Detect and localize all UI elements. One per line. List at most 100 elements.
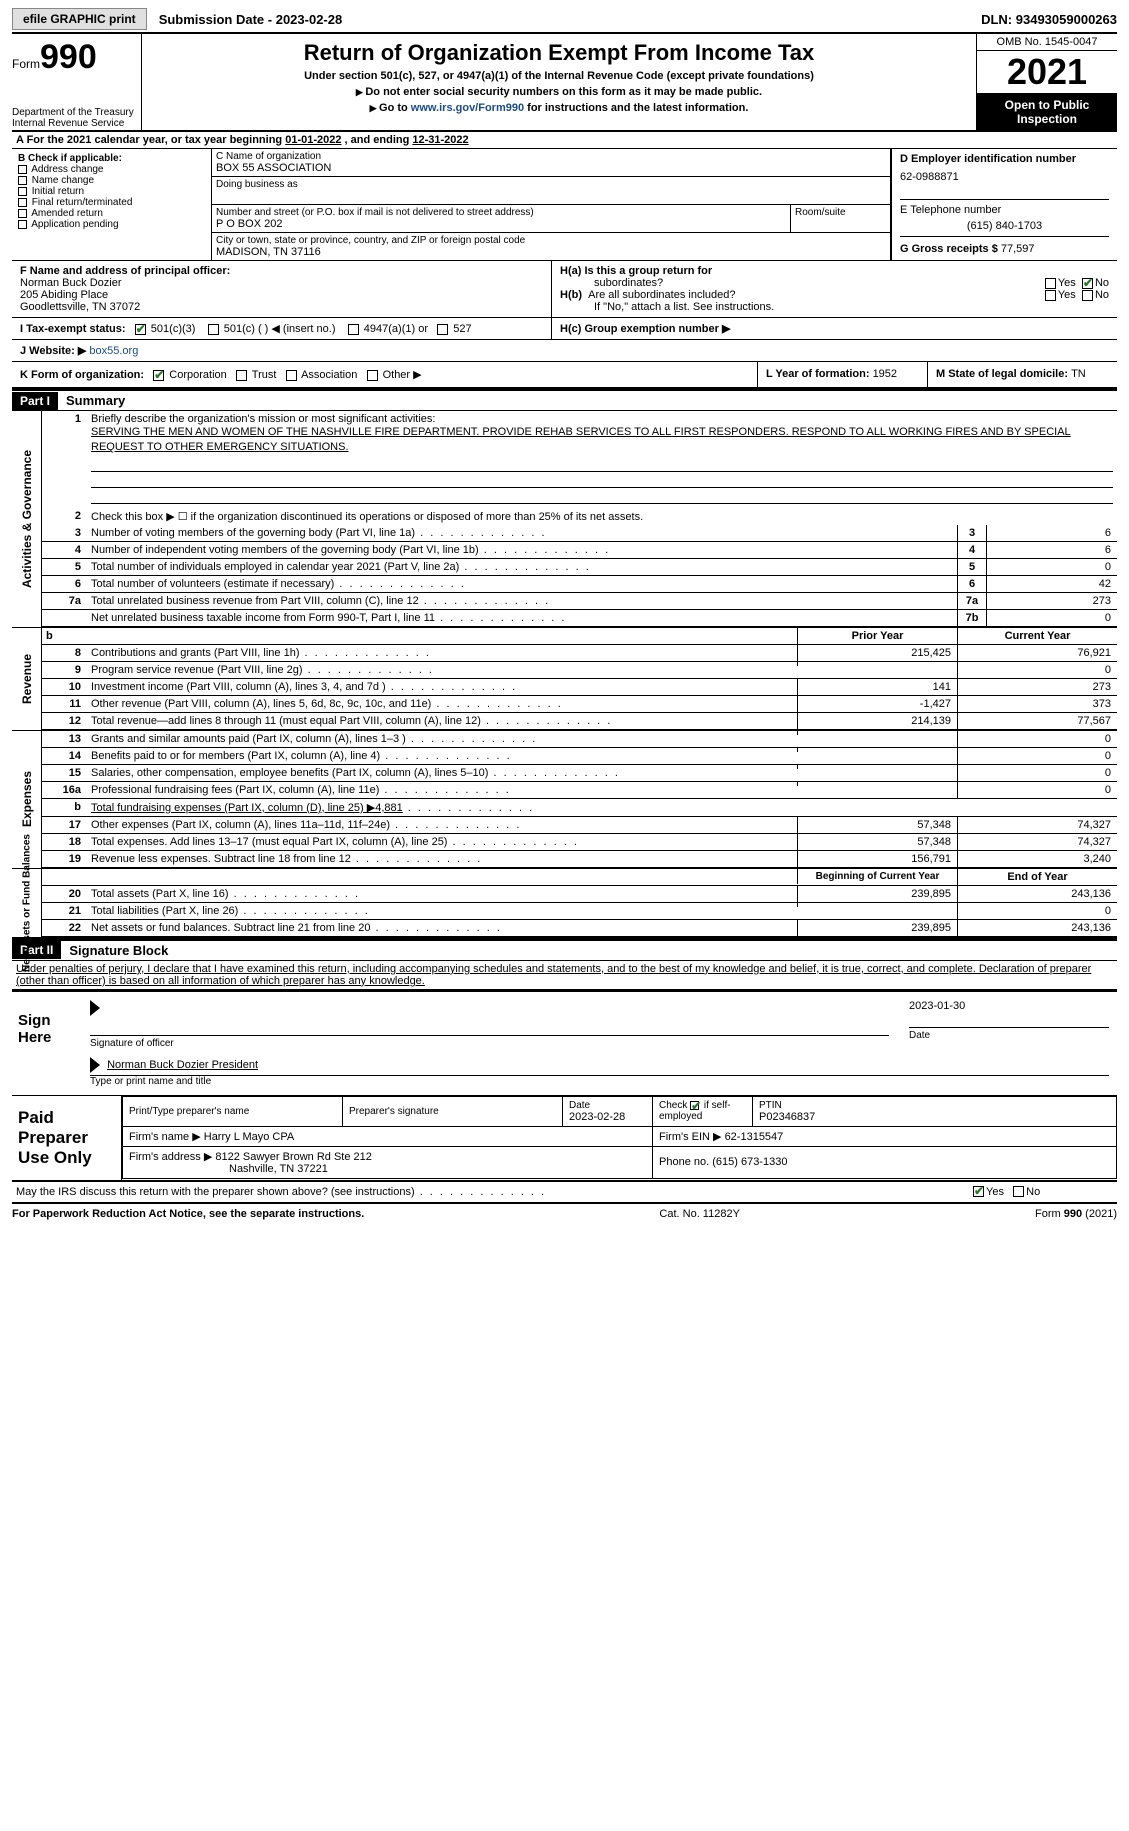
subtitle-3: Go to www.irs.gov/Form990 for instructio… — [152, 102, 966, 114]
box-f: F Name and address of principal officer:… — [12, 261, 552, 317]
hb-yes-checkbox[interactable] — [1045, 290, 1056, 301]
box-j: J Website: ▶ box55.org — [12, 340, 1117, 362]
sig-date: 2023-01-30 — [909, 1000, 1109, 1012]
sig-date-label: Date — [909, 1030, 1109, 1041]
summary-row: 17Other expenses (Part IX, column (A), l… — [42, 817, 1117, 834]
summary-row: 10Investment income (Part VIII, column (… — [42, 679, 1117, 696]
side-revenue: Revenue — [20, 654, 34, 704]
summary-row: 20Total assets (Part X, line 16)239,8952… — [42, 886, 1117, 903]
subtitle-1: Under section 501(c), 527, or 4947(a)(1)… — [152, 70, 966, 82]
line-a: A For the 2021 calendar year, or tax yea… — [12, 132, 1117, 149]
4947-checkbox[interactable] — [348, 324, 359, 335]
efile-print-button[interactable]: efile GRAPHIC print — [12, 8, 147, 30]
part-i-header: Part I Summary — [12, 389, 1117, 411]
summary-row: 12Total revenue—add lines 8 through 11 (… — [42, 713, 1117, 730]
summary-row: 5Total number of individuals employed in… — [42, 559, 1117, 576]
website-link[interactable]: box55.org — [86, 345, 138, 357]
corp-checkbox[interactable] — [153, 370, 164, 381]
sign-here-block: Sign Here Signature of officer 2023-01-3… — [12, 990, 1117, 1096]
side-activities: Activities & Governance — [20, 450, 34, 588]
summary-row: 11Other revenue (Part VIII, column (A), … — [42, 696, 1117, 713]
hb-no-checkbox[interactable] — [1082, 290, 1093, 301]
side-netassets: Net Assets or Fund Balances — [21, 834, 32, 972]
irs-label: Internal Revenue Service — [12, 118, 135, 129]
line-2: Check this box ▶ ☐ if the organization d… — [87, 508, 1117, 525]
gross-label: G Gross receipts $ — [900, 243, 1001, 255]
boxb-checkbox[interactable] — [18, 165, 27, 174]
dba-label: Doing business as — [216, 179, 886, 190]
self-employed-checkbox[interactable] — [690, 1101, 699, 1110]
discuss-no-checkbox[interactable] — [1013, 1186, 1024, 1197]
box-h: H(a) Is this a group return for subordin… — [552, 261, 1117, 317]
sig-officer-label: Signature of officer — [90, 1038, 889, 1049]
phone-value: (615) 840-1703 — [900, 220, 1109, 232]
summary-row: Net unrelated business taxable income fr… — [42, 610, 1117, 627]
527-checkbox[interactable] — [437, 324, 448, 335]
room-label: Room/suite — [795, 207, 886, 218]
ha-no-checkbox[interactable] — [1082, 278, 1093, 289]
org-name-label: C Name of organization — [216, 151, 886, 162]
summary-row: 4Number of independent voting members of… — [42, 542, 1117, 559]
form-label: Form — [12, 57, 40, 71]
box-k: K Form of organization: Corporation Trus… — [12, 362, 757, 387]
summary-row: 3Number of voting members of the governi… — [42, 525, 1117, 542]
summary-row: 6Total number of volunteers (estimate if… — [42, 576, 1117, 593]
501c3-checkbox[interactable] — [135, 324, 146, 335]
footer: For Paperwork Reduction Act Notice, see … — [12, 1204, 1117, 1220]
part-ii-header: Part II Signature Block — [12, 939, 1117, 961]
boxb-checkbox[interactable] — [18, 209, 27, 218]
top-bar: efile GRAPHIC print Submission Date - 20… — [12, 8, 1117, 34]
addr-value: P O BOX 202 — [216, 218, 786, 230]
omb-number: OMB No. 1545-0047 — [977, 34, 1117, 51]
addr-label: Number and street (or P.O. box if mail i… — [216, 207, 786, 218]
summary-row: 7aTotal unrelated business revenue from … — [42, 593, 1117, 610]
boxb-checkbox[interactable] — [18, 176, 27, 185]
public-inspection: Open to Public Inspection — [977, 94, 1117, 130]
summary-row: 14Benefits paid to or for members (Part … — [42, 748, 1117, 765]
dept-treasury: Department of the Treasury — [12, 107, 135, 118]
gross-value: 77,597 — [1001, 243, 1035, 255]
mission-label: Briefly describe the organization's miss… — [91, 413, 1113, 425]
501c-checkbox[interactable] — [208, 324, 219, 335]
box-m: M State of legal domicile: TN — [927, 362, 1117, 387]
officer-name: Norman Buck Dozier President — [107, 1059, 258, 1071]
summary-row: 15Salaries, other compensation, employee… — [42, 765, 1117, 782]
summary-row: bTotal fundraising expenses (Part IX, co… — [42, 799, 1117, 817]
ein-value: 62-0988871 — [900, 171, 1109, 183]
dln: DLN: 93493059000263 — [981, 12, 1117, 27]
box-l: L Year of formation: 1952 — [757, 362, 927, 387]
officer-name-label: Type or print name and title — [90, 1075, 1109, 1087]
assoc-checkbox[interactable] — [286, 370, 297, 381]
summary-row: 13Grants and similar amounts paid (Part … — [42, 731, 1117, 748]
summary-row: 21Total liabilities (Part X, line 26)0 — [42, 903, 1117, 920]
box-b: B Check if applicable: Address change Na… — [12, 149, 212, 260]
subtitle-2: Do not enter social security numbers on … — [152, 86, 966, 98]
summary-row: 8Contributions and grants (Part VIII, li… — [42, 645, 1117, 662]
ein-label: D Employer identification number — [900, 153, 1109, 165]
form-title: Return of Organization Exempt From Incom… — [152, 40, 966, 66]
boxb-checkbox[interactable] — [18, 198, 27, 207]
tax-year: 2021 — [977, 51, 1117, 94]
side-expenses: Expenses — [20, 771, 34, 827]
irs-link[interactable]: www.irs.gov/Form990 — [411, 102, 524, 114]
boxb-checkbox[interactable] — [18, 220, 27, 229]
arrow-icon — [90, 1000, 100, 1016]
form-header: Form990 Department of the Treasury Inter… — [12, 34, 1117, 132]
city-label: City or town, state or province, country… — [216, 235, 886, 246]
summary-row: 16aProfessional fundraising fees (Part I… — [42, 782, 1117, 799]
form-number: 990 — [40, 38, 97, 76]
org-name: BOX 55 ASSOCIATION — [216, 162, 886, 174]
discuss-yes-checkbox[interactable] — [973, 1186, 984, 1197]
phone-label: E Telephone number — [900, 204, 1109, 216]
summary-row: 9Program service revenue (Part VIII, lin… — [42, 662, 1117, 679]
city-value: MADISON, TN 37116 — [216, 246, 886, 258]
ha-yes-checkbox[interactable] — [1045, 278, 1056, 289]
submission-date: Submission Date - 2023-02-28 — [153, 9, 349, 30]
summary-row: 19Revenue less expenses. Subtract line 1… — [42, 851, 1117, 868]
paid-preparer-block: Paid Preparer Use Only Print/Type prepar… — [12, 1096, 1117, 1182]
boxb-checkbox[interactable] — [18, 187, 27, 196]
box-hc: H(c) Group exemption number ▶ — [552, 318, 1117, 339]
discuss-row: May the IRS discuss this return with the… — [12, 1182, 1117, 1204]
trust-checkbox[interactable] — [236, 370, 247, 381]
other-checkbox[interactable] — [367, 370, 378, 381]
